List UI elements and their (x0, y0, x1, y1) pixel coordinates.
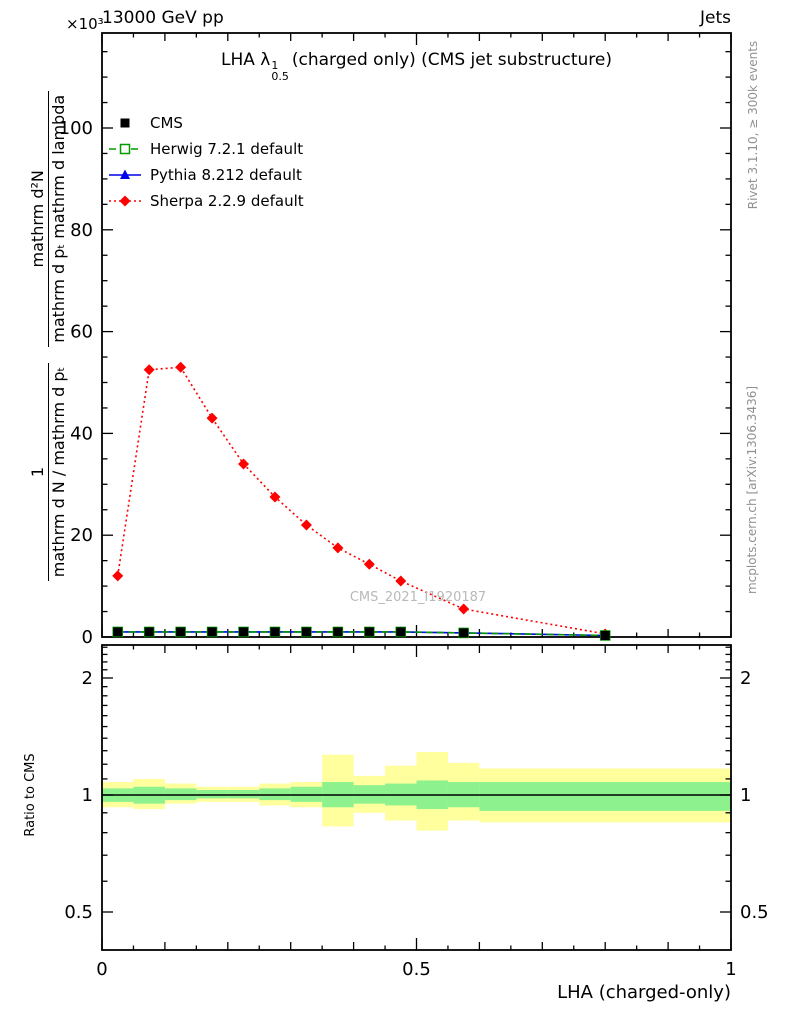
main-ytick-label: 100 (59, 118, 93, 139)
xtick-label: 0.5 (402, 959, 431, 980)
ratio-ytick-label-left: 0.5 (64, 902, 93, 923)
mcplots-credit-label: mcplots.cern.ch [arXiv:1306.3436] (745, 385, 759, 595)
main-series (112, 361, 611, 641)
legend-label-cms: CMS (150, 114, 183, 132)
plot-title: LHA λ 1 0.5 (charged only) (CMS jet substru… (102, 50, 731, 82)
legend: CMS Herwig 7.2.1 default Pythia 8.212 de… (108, 110, 304, 214)
series-markers-3 (112, 361, 611, 640)
legend-item-pythia: Pythia 8.212 default (108, 162, 304, 188)
pythia-marker-icon (109, 169, 141, 179)
ratio-bands (102, 752, 731, 831)
series-markers-0 (113, 627, 610, 640)
sherpa-marker-icon (109, 195, 141, 207)
y-axis-label-frac1-num: 1 (27, 362, 49, 582)
ratio-ytick-label-right: 0.5 (740, 902, 769, 923)
legend-item-herwig: Herwig 7.2.1 default (108, 136, 304, 162)
main-ytick-label: 20 (70, 525, 93, 546)
main-ytick-label: 40 (70, 423, 93, 444)
main-ytick-label: 0 (82, 627, 93, 648)
legend-label-sherpa: Sherpa 2.2.9 default (150, 192, 304, 210)
ratio-band-inner (196, 790, 228, 799)
ratio-band-inner (479, 782, 731, 811)
legend-item-cms: CMS (108, 110, 304, 136)
ratio-band-inner (227, 790, 260, 799)
y-axis-exponent: ×10³ (66, 15, 104, 33)
cms-marker-icon (120, 118, 130, 128)
xtick-label: 0 (96, 959, 107, 980)
x-axis-label: LHA (charged-only) (557, 982, 731, 1003)
title-superscript: 1 (271, 59, 279, 72)
y-axis-label: 1 mathrm d N / mathrm d pₜ mathrm d²N ma… (12, 56, 84, 616)
herwig-marker-icon (109, 143, 141, 155)
title-supsub: 1 0.5 (271, 60, 289, 82)
main-ytick-label: 60 (70, 322, 93, 343)
legend-item-sherpa: Sherpa 2.2.9 default (108, 188, 304, 214)
y-axis-label-fraction-2: mathrm d²N mathrm d pₜ mathrm d lambda (27, 90, 69, 347)
rivet-version-label: Rivet 3.1.10, ≥ 300k events (746, 40, 760, 210)
analysis-id-watermark: CMS_2021_I1920187 (349, 590, 487, 605)
ratio-ytick-label-left: 1 (82, 785, 93, 806)
legend-label-pythia: Pythia 8.212 default (150, 166, 302, 184)
ratio-ytick-label-right: 1 (740, 785, 751, 806)
main-ytick-label: 80 (70, 220, 93, 241)
ratio-ytick-label-left: 2 (82, 668, 93, 689)
ratio-ytick-label-right: 2 (740, 668, 751, 689)
axis-ticks (101, 33, 732, 950)
y-axis-label-frac2-den: mathrm d pₜ mathrm d lambda (48, 94, 68, 343)
ratio-y-axis-label: Ratio to CMS (23, 753, 38, 837)
y-axis-label-fraction-1: 1 mathrm d N / mathrm d pₜ (27, 362, 69, 582)
title-post: (charged only) (CMS jet substructure) (291, 50, 612, 70)
analysis-object-label: Jets (700, 8, 731, 28)
beam-energy-label: 13000 GeV pp (102, 8, 224, 28)
legend-label-herwig: Herwig 7.2.1 default (150, 140, 304, 158)
title-subscript: 0.5 (271, 70, 289, 83)
xtick-label: 1 (725, 959, 736, 980)
title-pre: LHA λ (221, 50, 271, 70)
y-axis-label-frac1-den: mathrm d N / mathrm d pₜ (48, 366, 68, 578)
series-line-1 (117, 631, 606, 637)
y-axis-label-frac2-num: mathrm d²N (27, 90, 49, 347)
